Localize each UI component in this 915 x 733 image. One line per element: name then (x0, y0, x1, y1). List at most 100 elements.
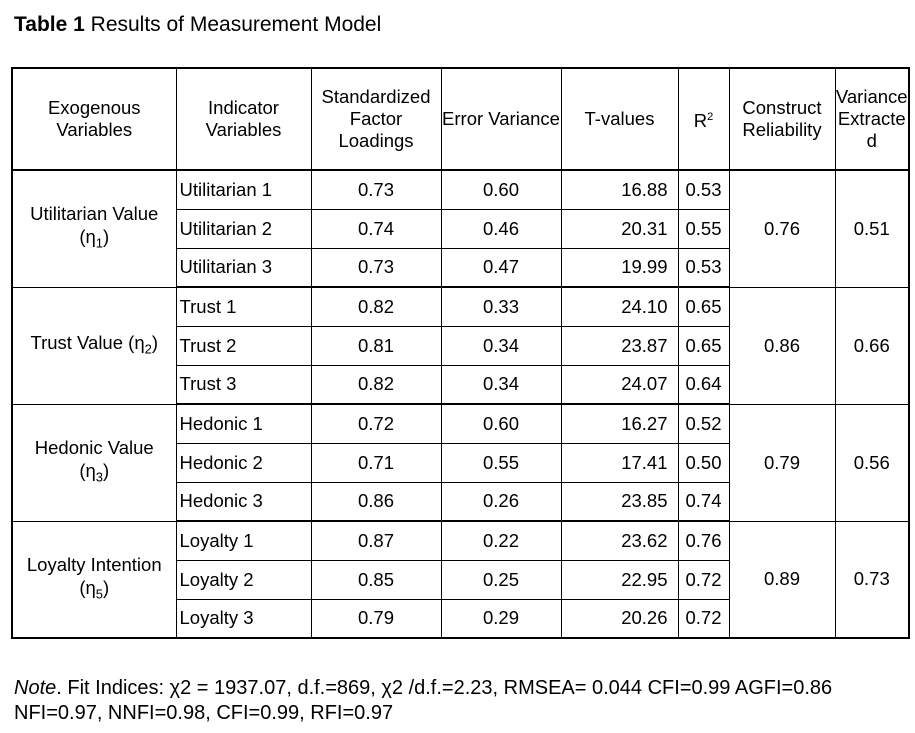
r2-cell: 0.64 (677, 364, 730, 405)
error-variance-cell: 0.34 (440, 325, 562, 366)
table-row: Hedonic 3 0.86 0.26 23.85 0.74 (12, 481, 909, 522)
header-error: Error Variance (440, 67, 562, 171)
t-value-cell: 23.87 (560, 325, 679, 366)
t-value-cell: 20.31 (560, 208, 679, 249)
table-note: Note. Fit Indices: χ2 = 1937.07, d.f.=86… (14, 676, 904, 726)
header-exogenous: Exogenous Variables (11, 67, 177, 171)
exogenous-variable-cell: Trust Value (η2) (11, 286, 177, 405)
t-value-cell: 16.88 (560, 169, 679, 210)
r2-cell: 0.76 (677, 520, 730, 561)
table-caption-label: Table 1 (14, 13, 85, 36)
error-variance-cell: 0.26 (440, 481, 562, 522)
r2-cell: 0.52 (677, 403, 730, 444)
error-variance-cell: 0.55 (440, 442, 562, 483)
error-variance-cell: 0.47 (440, 247, 562, 288)
r2-cell: 0.72 (677, 598, 730, 639)
exogenous-variable-symbol: (η3) (79, 460, 110, 485)
header-indicator: Indicator Variables (175, 67, 312, 171)
header-tvalues: T-values (560, 67, 679, 171)
construct-reliability-cell: 0.86 (728, 286, 836, 405)
table-row: Loyalty Intention (η5) Loyalty 1 0.87 0.22 23… (11, 520, 910, 639)
indicator-cell: Hedonic 2 (175, 442, 312, 483)
error-variance-cell: 0.34 (440, 364, 562, 405)
exogenous-variable-name: Trust Value (30, 331, 124, 353)
indicator-cell: Trust 2 (175, 325, 312, 366)
loading-cell: 0.85 (310, 559, 442, 600)
loading-cell: 0.72 (310, 403, 442, 444)
error-variance-cell: 0.60 (440, 403, 562, 444)
exogenous-variable-name: Utilitarian Value (30, 203, 159, 225)
table-row: Hedonic Value (η3) Hedonic 1 0.72 0.60 16.27 0… (11, 403, 910, 522)
construct-reliability-cell: 0.79 (728, 403, 836, 522)
indicator-cell: Trust 3 (175, 364, 312, 405)
t-value-cell: 23.62 (560, 520, 679, 561)
exogenous-variable-name: Hedonic Value (34, 437, 154, 459)
table-body: Utilitarian Value (η1) Utilitarian 1 0.73 0.… (11, 169, 910, 639)
construct-reliability-cell: 0.76 (728, 169, 836, 288)
r2-cell: 0.53 (677, 169, 730, 210)
indicator-cell: Utilitarian 2 (175, 208, 312, 249)
note-text: . Fit Indices: χ2 = 1937.07, d.f.=869, χ… (14, 677, 833, 724)
indicator-cell: Loyalty 2 (175, 559, 312, 600)
exogenous-variable-symbol: (η1) (79, 226, 110, 252)
table-row: Loyalty 2 0.85 0.25 22.95 0.72 (12, 559, 909, 600)
loading-cell: 0.71 (310, 442, 442, 483)
t-value-cell: 22.95 (560, 559, 679, 600)
error-variance-cell: 0.22 (440, 520, 562, 561)
t-value-cell: 19.99 (560, 247, 679, 288)
loading-cell: 0.79 (310, 598, 442, 639)
t-value-cell: 17.41 (560, 442, 679, 483)
table-row: Utilitarian Value (η1) Utilitarian 1 0.73 0.… (11, 169, 910, 288)
loading-cell: 0.87 (310, 520, 442, 561)
exogenous-variable-symbol: (η2) (128, 331, 159, 357)
table-row: Trust 2 0.81 0.34 23.87 0.65 (12, 325, 909, 366)
header-loadings: Standardized Factor Loadings (310, 67, 442, 171)
indicator-cell: Hedonic 3 (175, 481, 312, 522)
t-value-cell: 20.26 (560, 598, 679, 639)
variance-extracted-cell: 0.51 (834, 169, 910, 288)
exogenous-variable-cell: Loyalty Intention (η5) (11, 520, 177, 639)
t-value-cell: 23.85 (560, 481, 679, 522)
t-value-cell: 24.10 (560, 286, 679, 327)
error-variance-cell: 0.29 (440, 598, 562, 639)
t-value-cell: 16.27 (560, 403, 679, 444)
table-row: Utilitarian 3 0.73 0.47 19.99 0.53 (12, 247, 909, 288)
exogenous-variable-name: Loyalty Intention (26, 553, 162, 575)
indicator-cell: Utilitarian 1 (175, 169, 312, 210)
indicator-cell: Loyalty 1 (175, 520, 312, 561)
exogenous-variable-cell: Utilitarian Value (η1) (11, 169, 177, 288)
variance-extracted-cell: 0.56 (834, 403, 910, 522)
indicator-cell: Trust 1 (175, 286, 312, 327)
note-label: Note (14, 677, 57, 699)
r2-cell: 0.53 (677, 247, 730, 288)
r2-cell: 0.55 (677, 208, 730, 249)
r2-cell: 0.65 (677, 286, 730, 327)
table-row: Loyalty 3 0.79 0.29 20.26 0.72 (12, 598, 909, 639)
variance-extracted-cell: 0.73 (834, 520, 910, 639)
error-variance-cell: 0.25 (440, 559, 562, 600)
indicator-cell: Utilitarian 3 (175, 247, 312, 288)
loading-cell: 0.73 (310, 247, 442, 288)
loading-cell: 0.82 (310, 364, 442, 405)
exogenous-variable-symbol: (η5) (79, 576, 110, 602)
loading-cell: 0.86 (310, 481, 442, 522)
variance-extracted-cell: 0.66 (834, 286, 910, 405)
loading-cell: 0.82 (310, 286, 442, 327)
loading-cell: 0.73 (310, 169, 442, 210)
t-value-cell: 24.07 (560, 364, 679, 405)
table-caption-title: Results of Measurement Model (84, 13, 382, 36)
table-row: Trust Value (η2) Trust 1 0.82 0.33 24.10 0.65… (11, 286, 910, 405)
r2-cell: 0.72 (677, 559, 730, 600)
table-row: Utilitarian 2 0.74 0.46 20.31 0.55 (12, 208, 909, 249)
header-r2: R2 (677, 67, 730, 171)
loading-cell: 0.74 (310, 208, 442, 249)
construct-reliability-cell: 0.89 (728, 520, 836, 639)
r2-cell: 0.65 (677, 325, 730, 366)
table-row: Hedonic 2 0.71 0.55 17.41 0.50 (12, 442, 909, 483)
header-row: Exogenous Variables Indicator Variables … (11, 67, 910, 171)
indicator-cell: Hedonic 1 (175, 403, 312, 444)
table-row: Trust 3 0.82 0.34 24.07 0.64 (12, 364, 909, 405)
measurement-model-table: Exogenous Variables Indicator Variables … (11, 67, 910, 639)
exogenous-variable-cell: Hedonic Value (η3) (11, 403, 177, 522)
error-variance-cell: 0.46 (440, 208, 562, 249)
